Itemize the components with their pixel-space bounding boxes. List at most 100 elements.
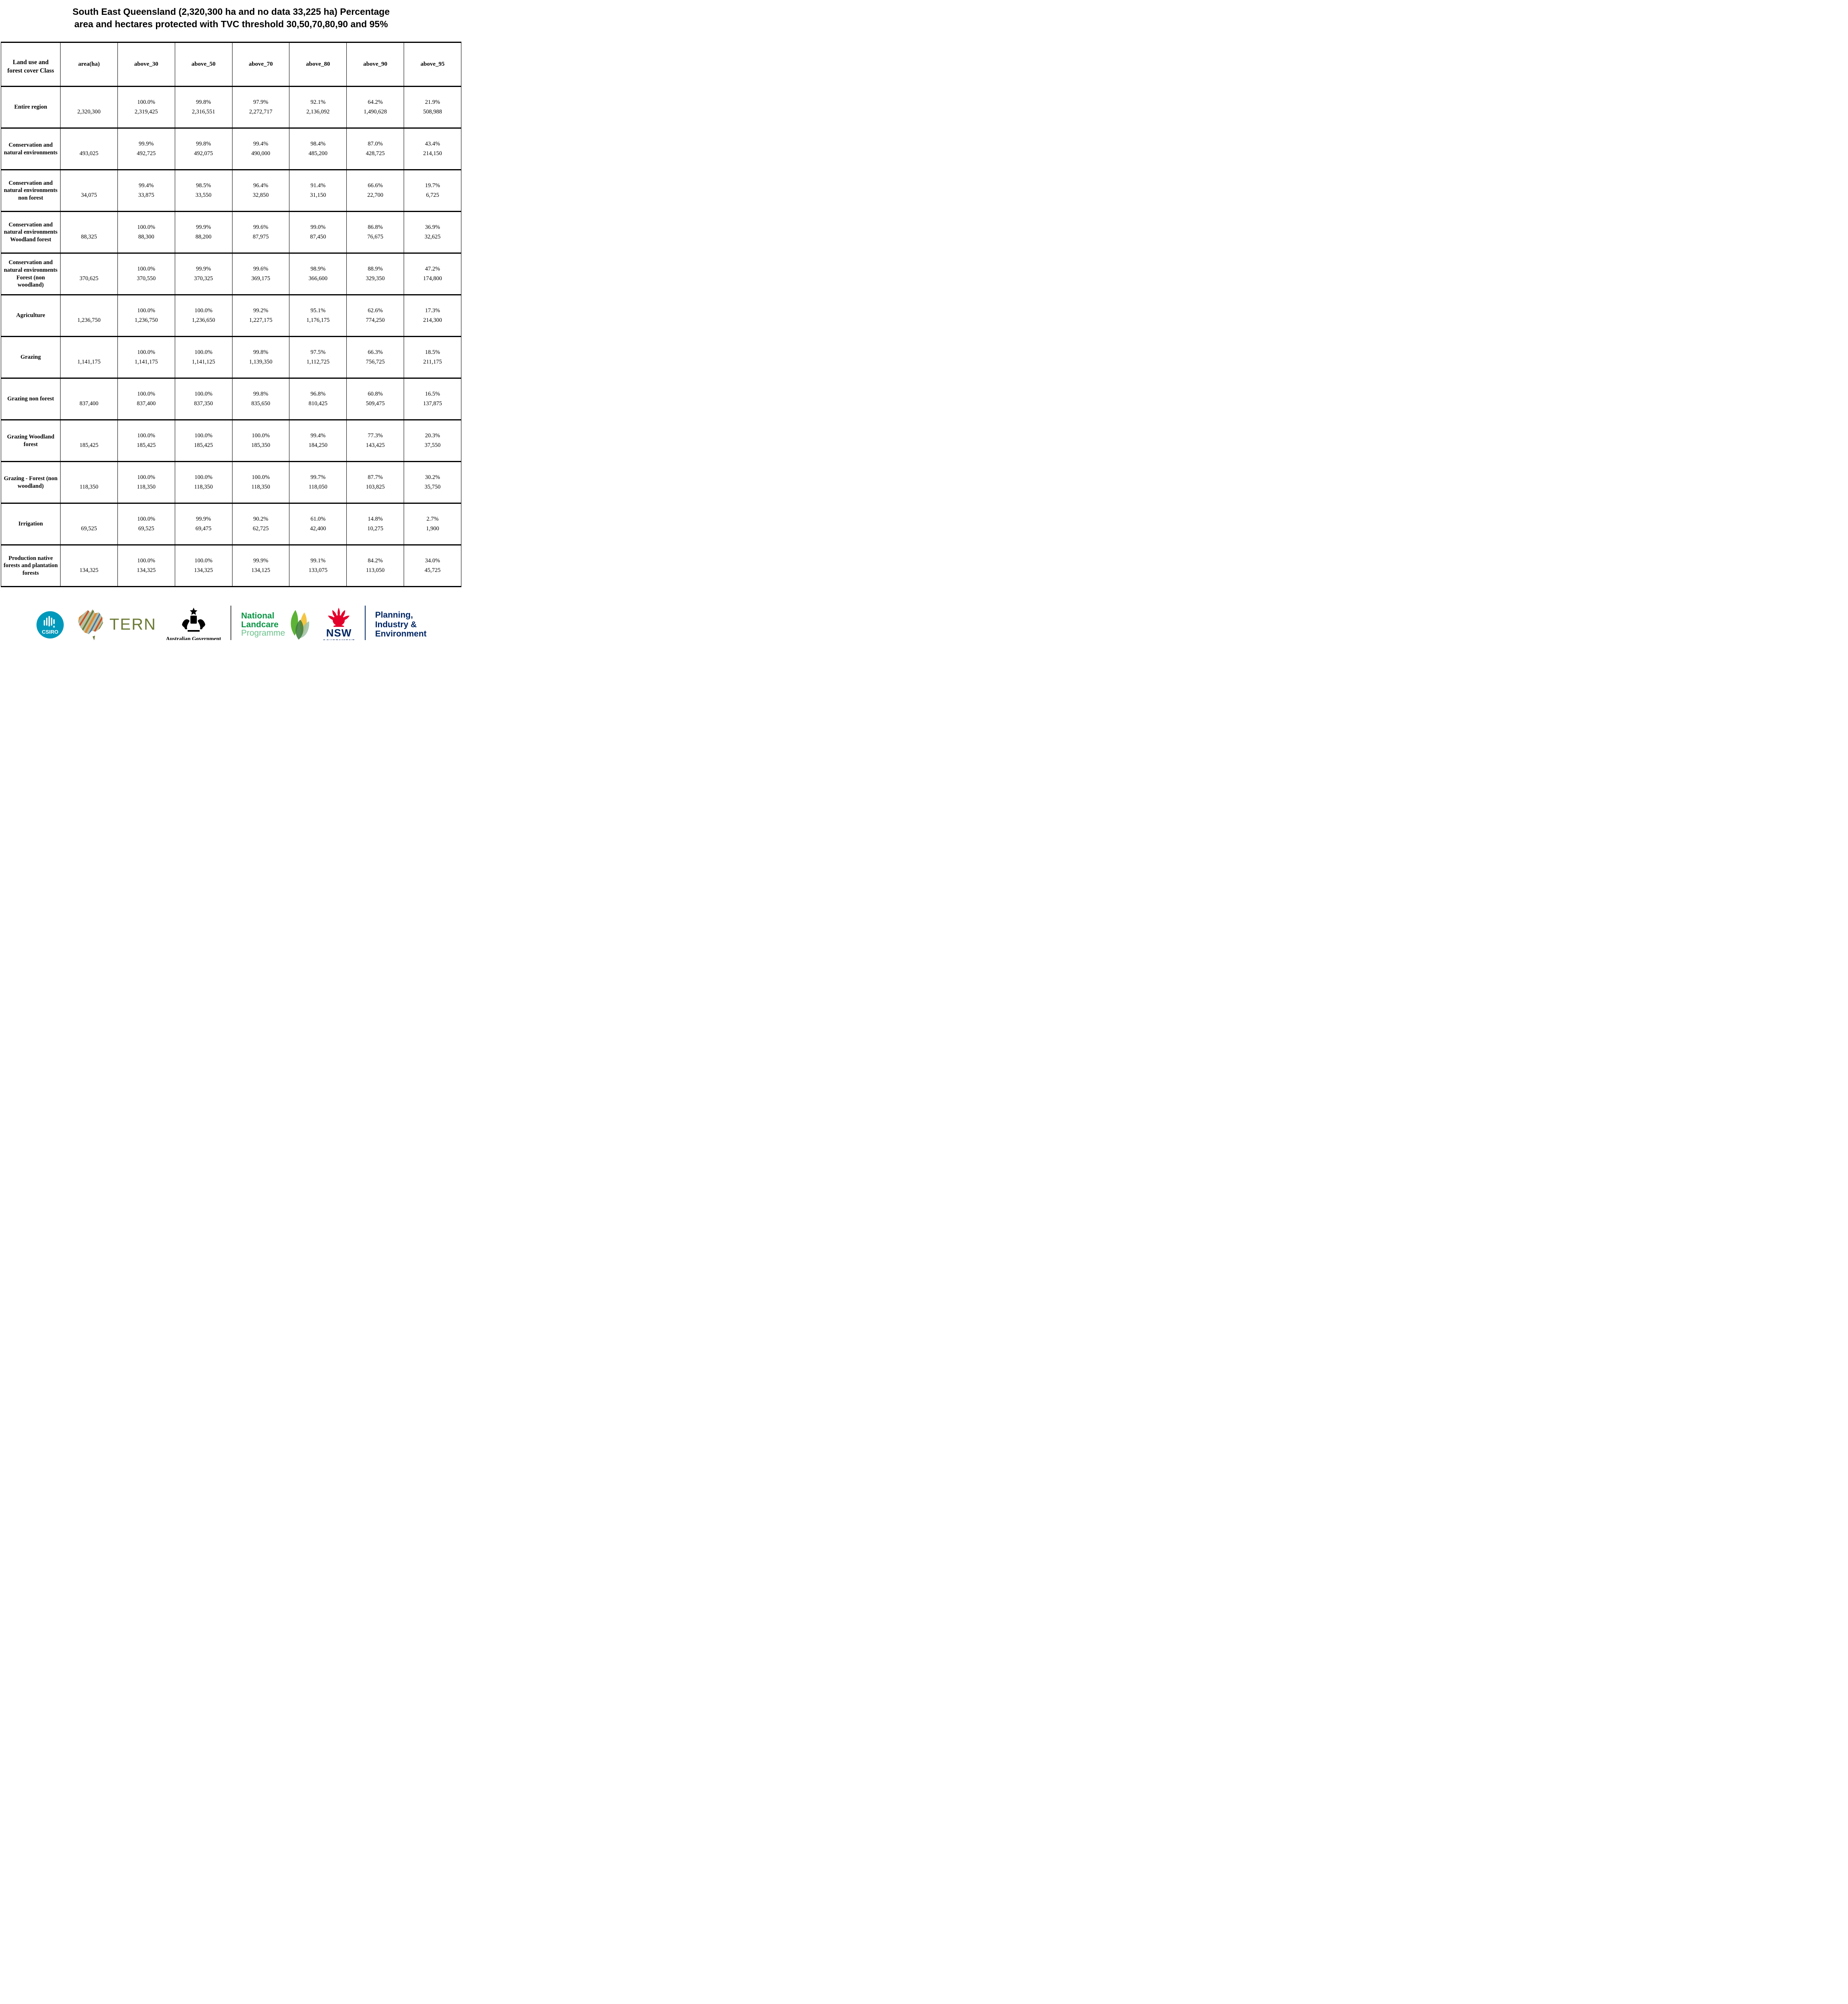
cell-hectares: 2,136,092: [306, 109, 330, 115]
cell-percent: 99.8%: [196, 99, 211, 106]
cell-percent: 98.4%: [310, 141, 326, 147]
cell-percent: [88, 391, 90, 398]
cell-percent: 88.9%: [368, 266, 383, 273]
cell-hectares: 45,725: [425, 567, 441, 574]
data-cell: 99.8% 835,650: [232, 378, 290, 420]
svg-text:CSIRO: CSIRO: [42, 629, 58, 635]
area-cell: 34,075: [60, 170, 118, 212]
cell-percent: 84.2%: [368, 558, 383, 564]
cell-percent: 43.4%: [425, 141, 440, 147]
cell-hectares: 774,250: [366, 317, 385, 323]
page-title-line1: South East Queensland (2,320,300 ha and …: [72, 6, 390, 17]
cell-percent: 100.0%: [194, 349, 212, 356]
class-cell: Grazing non forest: [1, 378, 61, 420]
planning-line3: Environment: [375, 629, 427, 639]
data-table: Land use and forest cover Class area(ha)…: [1, 42, 461, 587]
cell-hectares: 370,550: [137, 275, 156, 282]
cell-hectares: 492,725: [137, 150, 156, 157]
cell-percent: 66.6%: [368, 182, 383, 189]
data-cell: 61.0% 42,400: [289, 503, 347, 545]
column-header-above_30: above_30: [117, 42, 175, 87]
area-cell: 69,525: [60, 503, 118, 545]
cell-percent: 95.1%: [310, 307, 326, 314]
cell-percent: 100.0%: [252, 432, 270, 439]
data-cell: 87.7% 103,825: [346, 461, 404, 503]
page-title: South East Queensland (2,320,300 ha and …: [0, 0, 462, 42]
class-cell: Conservation and natural environments Fo…: [1, 253, 61, 295]
cell-percent: 17.3%: [425, 307, 440, 314]
cell-percent: 86.8%: [368, 224, 383, 231]
cell-percent: 98.5%: [196, 182, 211, 189]
cell-hectares: 88,200: [195, 234, 212, 240]
data-cell: 100.0% 185,425: [174, 420, 233, 462]
cell-hectares: 509,475: [366, 400, 385, 407]
cell-hectares: 31,150: [310, 192, 326, 198]
cell-percent: 34.0%: [425, 558, 440, 564]
cell-hectares: 1,141,175: [77, 359, 101, 365]
australian-government-crest-icon: [182, 607, 205, 632]
data-cell: 100.0% 1,236,750: [117, 295, 175, 337]
footer-separator-1: [230, 605, 232, 640]
cell-hectares: 1,112,725: [306, 359, 330, 365]
cell-percent: [88, 349, 90, 356]
table-row: Conservation and natural environments 49…: [1, 128, 461, 170]
class-cell: Production native forests and plantation…: [1, 545, 61, 587]
data-cell: 34.0% 45,725: [404, 545, 461, 587]
data-cell: 95.1% 1,176,175: [289, 295, 347, 337]
cell-hectares: 2,272,717: [249, 109, 273, 115]
cell-percent: 97.9%: [253, 99, 269, 106]
cell-percent: [88, 141, 90, 147]
landcare-logo-text: National Landcare Programme: [241, 611, 285, 638]
class-cell: Grazing - Forest (non woodland): [1, 461, 61, 503]
cell-percent: 2.7%: [426, 516, 439, 523]
cell-hectares: 214,150: [423, 150, 442, 157]
data-cell: 88.9% 329,350: [346, 253, 404, 295]
cell-percent: 100.0%: [137, 391, 156, 398]
cell-hectares: 134,125: [251, 567, 271, 574]
cell-percent: 98.9%: [310, 266, 326, 273]
data-cell: 91.4% 31,150: [289, 170, 347, 212]
cell-hectares: 113,050: [366, 567, 385, 574]
cell-hectares: 370,325: [194, 275, 213, 282]
cell-hectares: 508,988: [423, 109, 442, 115]
area-cell: 2,320,300: [60, 86, 118, 128]
data-cell: 96.4% 32,850: [232, 170, 290, 212]
cell-hectares: 69,525: [81, 525, 97, 532]
area-cell: 837,400: [60, 378, 118, 420]
data-cell: 96.8% 810,425: [289, 378, 347, 420]
cell-hectares: 69,475: [195, 525, 212, 532]
cell-percent: [88, 224, 90, 231]
data-cell: 20.3% 37,550: [404, 420, 461, 462]
cell-hectares: 118,350: [79, 484, 99, 490]
cell-percent: 99.2%: [253, 307, 269, 314]
cell-percent: 19.7%: [425, 182, 440, 189]
data-cell: 77.3% 143,425: [346, 420, 404, 462]
cell-hectares: 134,325: [194, 567, 213, 574]
area-cell: 88,325: [60, 211, 118, 253]
cell-hectares: 485,200: [308, 150, 328, 157]
cell-percent: 21.9%: [425, 99, 440, 106]
cell-percent: 62.6%: [368, 307, 383, 314]
class-cell: Conservation and natural environments no…: [1, 170, 61, 212]
nsw-logo-text: NSW: [326, 626, 352, 639]
cell-percent: [88, 474, 90, 481]
cell-percent: 100.0%: [194, 307, 212, 314]
cell-hectares: 185,425: [137, 442, 156, 448]
cell-percent: 99.9%: [139, 141, 154, 147]
nsw-government-logo: NSW GOVERNMENT: [323, 607, 355, 640]
cell-hectares: 87,975: [253, 234, 269, 240]
cell-percent: 47.2%: [425, 266, 440, 273]
cell-hectares: 88,325: [81, 234, 97, 240]
cell-hectares: 133,075: [308, 567, 328, 574]
australian-government-label: Australian Government: [166, 635, 221, 640]
data-cell: 99.8% 492,075: [174, 128, 233, 170]
page-title-line2: area and hectares protected with TVC thr…: [74, 19, 388, 30]
cell-percent: 99.8%: [196, 141, 211, 147]
column-header-area(ha): area(ha): [60, 42, 118, 87]
cell-hectares: 118,350: [137, 484, 156, 490]
cell-hectares: 366,600: [308, 275, 328, 282]
cell-percent: [88, 182, 90, 189]
data-cell: 100.0% 118,350: [232, 461, 290, 503]
cell-hectares: 1,139,350: [249, 359, 273, 365]
cell-hectares: 33,550: [195, 192, 212, 198]
